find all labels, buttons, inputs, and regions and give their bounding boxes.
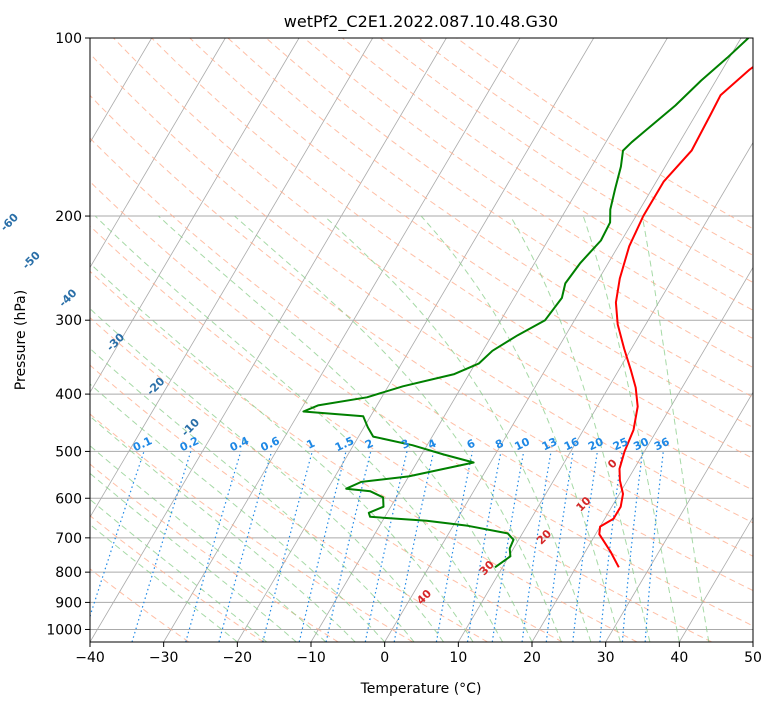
mixing-ratio-line	[131, 451, 192, 642]
mixing-ratio-label: 20	[586, 435, 606, 453]
plot-area	[90, 38, 753, 642]
dry-adiabat-line	[90, 568, 190, 642]
dry-adiabat-line	[90, 413, 414, 642]
mixing-ratio-line	[572, 451, 598, 642]
mixing-ratio-lines	[90, 451, 664, 642]
x-tick-label: 20	[523, 650, 541, 666]
x-tick-label: 0	[380, 650, 389, 666]
mixing-ratio-label: 10	[513, 435, 533, 453]
x-tick-label: 50	[744, 650, 762, 666]
isotherm-line	[236, 38, 595, 642]
moist-adiabat-line	[323, 215, 592, 642]
mixing-ratio-line	[644, 451, 664, 642]
y-axis-label: Pressure (hPa)	[13, 290, 29, 390]
temperature-line	[598, 65, 753, 568]
y-tick-label: 800	[55, 565, 82, 581]
x-tick-label: −40	[75, 650, 105, 666]
mixing-ratio-line	[545, 451, 574, 642]
dry-adiabat-line	[90, 515, 264, 642]
x-axis-ticks: −40 −30 −20 −10 0 10 20 30 40 50	[75, 642, 762, 666]
isotherm-line	[90, 38, 447, 642]
mixing-ratio-line	[466, 451, 502, 642]
y-tick-label: 200	[55, 209, 82, 225]
moist-adiabat-line	[641, 215, 710, 642]
moist-adiabat-line	[158, 215, 533, 642]
moist-adiabat-line	[234, 215, 562, 642]
dry-adiabat-line	[227, 38, 753, 398]
mixing-ratio-label: 30	[631, 435, 651, 453]
mixing-ratio-line	[435, 451, 473, 642]
dry-adiabat-line	[90, 52, 753, 524]
moist-adiabat-line	[94, 215, 503, 642]
isotherm-line	[531, 266, 753, 642]
moist-adiabats	[90, 215, 710, 642]
dry-adiabat-line	[113, 38, 753, 491]
x-tick-label: 40	[670, 650, 688, 666]
dry-adiabat-line	[90, 225, 712, 642]
x-tick-label: −20	[223, 650, 253, 666]
dry-adiabat-line	[303, 38, 753, 340]
mixing-ratio-label: 13	[540, 435, 559, 453]
mixing-ratio-line	[90, 451, 145, 619]
moist-adiabat-line	[90, 308, 444, 642]
x-axis-label: Temperature (°C)	[360, 681, 482, 697]
chart-title: wetPf2_C2E1.2022.087.10.48.G30	[284, 12, 558, 32]
dewpoint-line	[302, 38, 750, 569]
mixing-ratio-line	[393, 451, 435, 642]
isotherm-line	[605, 391, 753, 642]
dry-adiabat-line	[90, 364, 488, 642]
moist-adiabat-line	[90, 262, 474, 642]
x-tick-label: 10	[449, 650, 467, 666]
mixing-ratio-line	[621, 451, 644, 642]
y-tick-label: 600	[55, 491, 82, 507]
dry-adiabat-line	[265, 38, 753, 369]
mixing-ratio-line	[185, 451, 242, 642]
dry-adiabat-line	[380, 38, 753, 284]
mixing-ratio-label: 16	[562, 435, 582, 453]
isotherm-grid	[90, 38, 753, 642]
y-axis-ticks: 100 200 300 400 500 600 700 800 900 1000	[46, 31, 90, 638]
x-tick-label: 30	[597, 650, 615, 666]
isotherm-line	[457, 141, 753, 642]
dry-adiabat-line	[90, 180, 753, 627]
y-tick-label: 900	[55, 595, 82, 611]
moist-adiabat-line	[90, 347, 415, 642]
plot-frame	[89, 37, 754, 643]
y-tick-label: 300	[55, 313, 82, 329]
x-tick-label: −10	[296, 650, 326, 666]
moist-adiabat-line	[90, 472, 297, 642]
moist-adiabat-line	[90, 383, 386, 642]
isotherm-line	[90, 38, 300, 394]
isotherm-line	[90, 38, 374, 518]
y-tick-label: 1000	[46, 622, 82, 638]
x-tick-label: −30	[149, 650, 179, 666]
isotherm-line	[90, 38, 153, 144]
moist-adiabat-line	[582, 215, 680, 642]
mixing-ratio-label: 25	[611, 435, 630, 453]
mixing-ratio-line	[521, 451, 552, 642]
isotherm-line	[90, 38, 226, 269]
y-tick-label: 700	[55, 531, 82, 547]
isobar-grid	[90, 38, 753, 630]
y-tick-label: 100	[55, 31, 82, 47]
isotherm-line	[163, 38, 521, 642]
mixing-ratio-line	[364, 451, 408, 642]
isotherm-line	[310, 38, 668, 642]
mixing-ratio-line	[599, 451, 623, 642]
moist-adiabat-line	[90, 498, 268, 642]
moist-adiabat-line	[90, 415, 356, 642]
y-tick-label: 500	[55, 444, 82, 460]
y-tick-label: 400	[55, 387, 82, 403]
mixing-ratio-line	[491, 451, 525, 642]
mixing-ratio-label: 36	[652, 435, 672, 453]
profile-series	[302, 38, 753, 569]
isotherm-line	[678, 516, 753, 642]
isotherm-line	[384, 38, 742, 642]
